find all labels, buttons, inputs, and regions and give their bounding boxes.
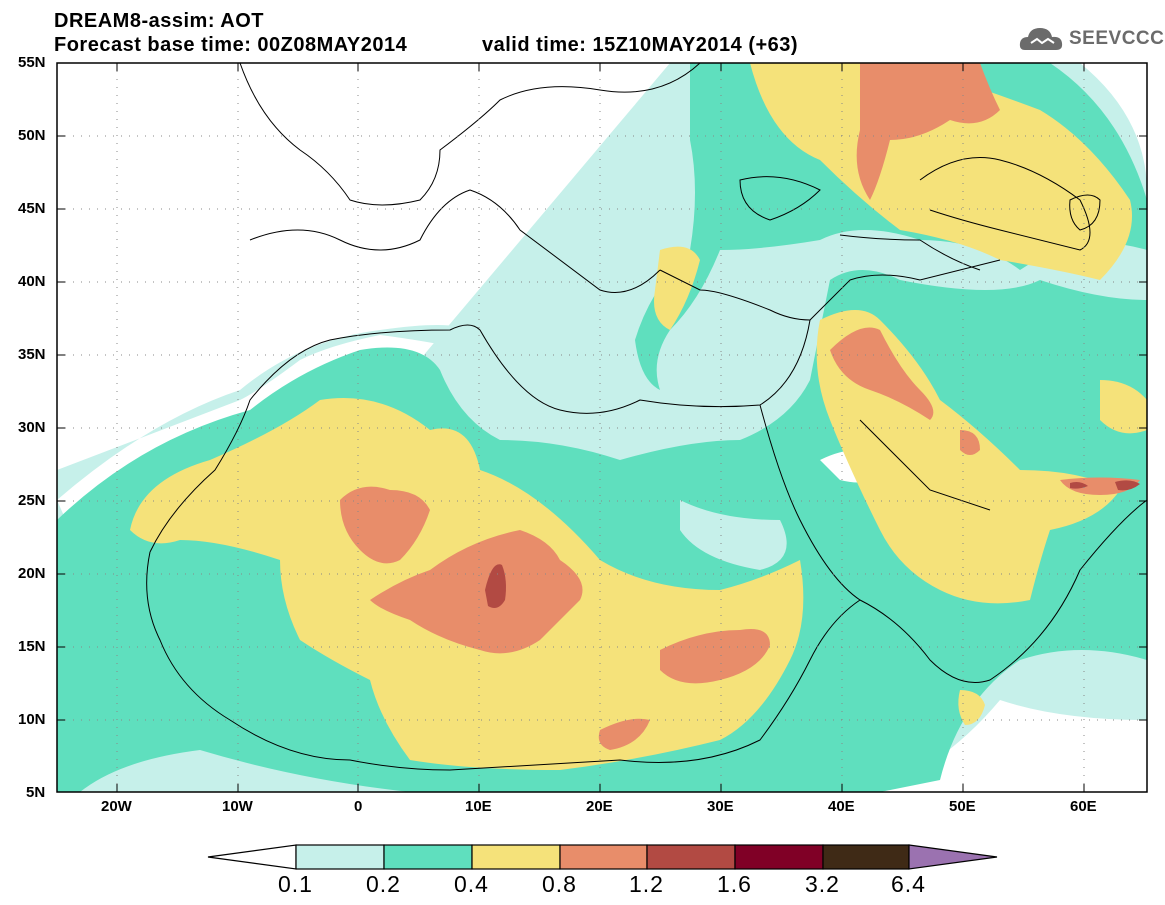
aot-band-0.8 xyxy=(340,63,1140,750)
valid-time: valid time: 15Z10MAY2014 (+63) xyxy=(482,34,799,56)
colorbar-swatch-under xyxy=(207,844,297,870)
lon-label-0: 0 xyxy=(354,798,363,815)
lon-label-30e: 30E xyxy=(707,798,734,815)
lat-label-40n: 40N xyxy=(18,273,46,290)
lon-label-50e: 50E xyxy=(949,798,976,815)
aot-field xyxy=(57,63,1147,792)
colorbar-label-0.4: 0.4 xyxy=(454,871,489,897)
logo-text: SEEVCCC xyxy=(1069,28,1165,49)
colorbar-label-0.1: 0.1 xyxy=(278,871,313,897)
lat-label-45n: 45N xyxy=(18,200,46,217)
colorbar-swatch-0 xyxy=(295,844,385,870)
colorbar-label-0.2: 0.2 xyxy=(366,871,401,897)
lat-label-10n: 10N xyxy=(18,711,46,728)
colorbar-swatch-2 xyxy=(471,844,561,870)
lon-label-10e: 10E xyxy=(465,798,492,815)
title-line2: Forecast base time: 00Z08MAY2014 xyxy=(54,34,408,56)
lon-label-20e: 20E xyxy=(586,798,613,815)
colorbar xyxy=(207,844,998,870)
colorbar-swatch-4 xyxy=(646,844,736,870)
colorbar-label-6.4: 6.4 xyxy=(891,871,926,897)
title-line1: DREAM8-assim: AOT xyxy=(54,10,265,32)
lat-label-25n: 25N xyxy=(18,492,46,509)
lat-label-20n: 20N xyxy=(18,565,46,582)
lat-label-5n: 5N xyxy=(26,784,46,801)
lon-label-10w: 10W xyxy=(222,798,253,815)
colorbar-label-1.6: 1.6 xyxy=(717,871,752,897)
lat-label-15n: 15N xyxy=(18,638,46,655)
graticule xyxy=(57,63,1147,792)
lat-label-35n: 35N xyxy=(18,346,46,363)
ticks xyxy=(57,62,1147,792)
cloud-logo-icon xyxy=(1019,28,1063,50)
colorbar-swatch-1 xyxy=(383,844,473,870)
colorbar-swatch-5 xyxy=(734,844,824,870)
lat-label-30n: 30N xyxy=(18,419,46,436)
lon-label-40e: 40E xyxy=(828,798,855,815)
coastlines xyxy=(146,63,1147,771)
colorbar-swatch-3 xyxy=(559,844,648,870)
colorbar-label-0.8: 0.8 xyxy=(542,871,577,897)
colorbar-label-3.2: 3.2 xyxy=(805,871,840,897)
colorbar-label-1.2: 1.2 xyxy=(629,871,664,897)
lon-label-20w: 20W xyxy=(101,798,132,815)
lat-label-55n: 55N xyxy=(18,54,46,71)
lat-label-50n: 50N xyxy=(18,127,46,144)
seevccc-logo: SEEVCCC xyxy=(1017,22,1164,58)
lon-label-60e: 60E xyxy=(1070,798,1097,815)
colorbar-swatch-6 xyxy=(822,844,910,870)
colorbar-swatch-over xyxy=(908,844,998,870)
